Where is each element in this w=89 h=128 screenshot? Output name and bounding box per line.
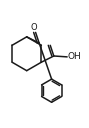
- Text: O: O: [30, 23, 37, 32]
- Text: OH: OH: [68, 52, 81, 61]
